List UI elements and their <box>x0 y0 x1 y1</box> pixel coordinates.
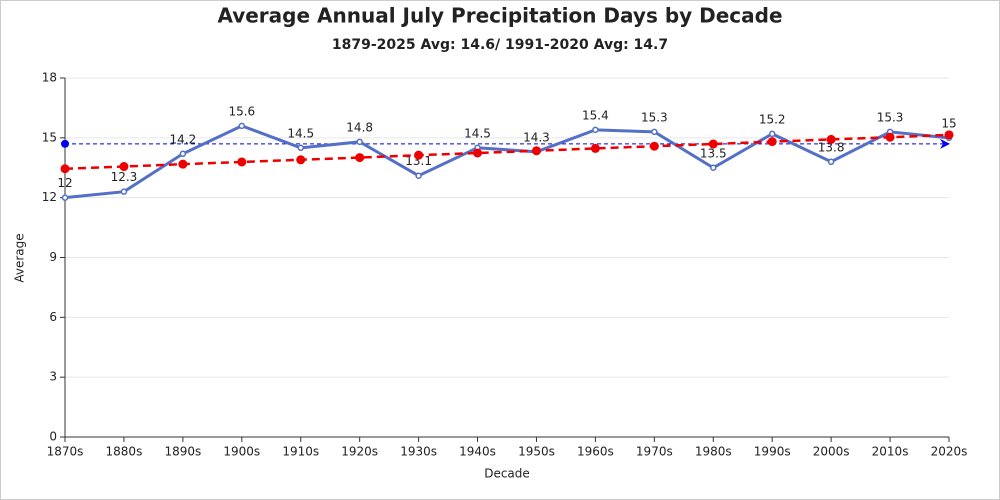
data-label: 15.3 <box>641 110 668 124</box>
trend-point <box>708 139 718 149</box>
data-label: 14.8 <box>346 120 373 134</box>
trend-point <box>531 146 541 156</box>
data-label: 15.6 <box>228 104 255 118</box>
trend-point <box>826 134 836 144</box>
data-label: 12.3 <box>111 170 138 184</box>
data-label: 14.5 <box>287 126 314 140</box>
data-point <box>238 122 246 130</box>
data-point <box>592 126 599 134</box>
data-label: 14.2 <box>170 132 197 146</box>
data-label: 13.1 <box>405 154 432 168</box>
data-point <box>356 138 363 146</box>
trend-point <box>178 159 188 169</box>
data-point <box>61 194 69 201</box>
trend-point <box>944 130 954 140</box>
trend-point <box>590 143 600 153</box>
chart-title: Average Annual July Precipitation Days b… <box>217 4 782 28</box>
y-tick-label: 18 <box>42 71 57 85</box>
data-label: 15.3 <box>877 110 904 124</box>
trend-point <box>60 164 70 174</box>
x-tick-label: 2010s <box>872 445 909 459</box>
y-axis-label: Average <box>13 233 27 282</box>
trend-point <box>296 155 306 165</box>
data-label: 14.5 <box>464 126 491 140</box>
x-tick-label: 1890s <box>164 445 201 459</box>
x-tick-label: 1910s <box>282 445 319 459</box>
x-tick-label: 1900s <box>223 445 260 459</box>
x-tick-label: 1990s <box>754 445 791 459</box>
x-tick-label: 1980s <box>695 445 732 459</box>
x-tick-label: 1880s <box>106 445 143 459</box>
y-tick-label: 15 <box>42 130 57 144</box>
data-label: 13.8 <box>818 140 845 154</box>
data-label: 12 <box>57 176 72 190</box>
data-point <box>297 144 304 152</box>
y-tick-label: 3 <box>49 370 57 384</box>
data-point <box>651 128 658 136</box>
trend-point <box>355 153 365 163</box>
data-label: 15 <box>941 116 956 130</box>
y-tick-label: 0 <box>49 430 57 444</box>
data-point <box>768 130 776 138</box>
data-label: 15.2 <box>759 112 786 126</box>
data-point <box>827 158 835 166</box>
x-tick-label: 1930s <box>400 445 437 459</box>
x-tick-label: 2000s <box>813 445 850 459</box>
trend-line <box>64 133 950 170</box>
data-point <box>415 172 422 179</box>
chart-subtitle: 1879-2025 Avg: 14.6/ 1991-2020 Avg: 14.7 <box>332 37 668 53</box>
y-tick-label: 12 <box>42 190 57 204</box>
data-line <box>64 124 950 200</box>
x-tick-label: 1970s <box>636 445 673 459</box>
trend-point <box>414 150 424 160</box>
data-point <box>120 188 128 195</box>
data-label: 13.5 <box>700 146 727 160</box>
x-tick-label: 1960s <box>577 445 614 459</box>
data-point <box>179 150 187 158</box>
x-axis-label: Decade <box>484 467 530 481</box>
trend-point <box>885 132 895 142</box>
trend-point <box>767 137 777 147</box>
y-tick-label: 6 <box>49 310 57 324</box>
y-tick-label: 9 <box>49 250 57 264</box>
data-label: 15.4 <box>582 108 609 122</box>
x-tick-label: 2020s <box>931 445 968 459</box>
trend-point <box>237 157 247 167</box>
x-tick-label: 1950s <box>518 445 555 459</box>
data-label: 14.3 <box>523 130 550 144</box>
trend-point <box>119 162 129 172</box>
trend-point <box>473 148 483 158</box>
trend-point <box>649 141 659 151</box>
x-tick-label: 1870s <box>47 445 84 459</box>
x-tick-label: 1920s <box>341 445 378 459</box>
average-start <box>61 139 69 148</box>
data-point <box>710 164 717 171</box>
x-tick-label: 1940s <box>459 445 496 459</box>
